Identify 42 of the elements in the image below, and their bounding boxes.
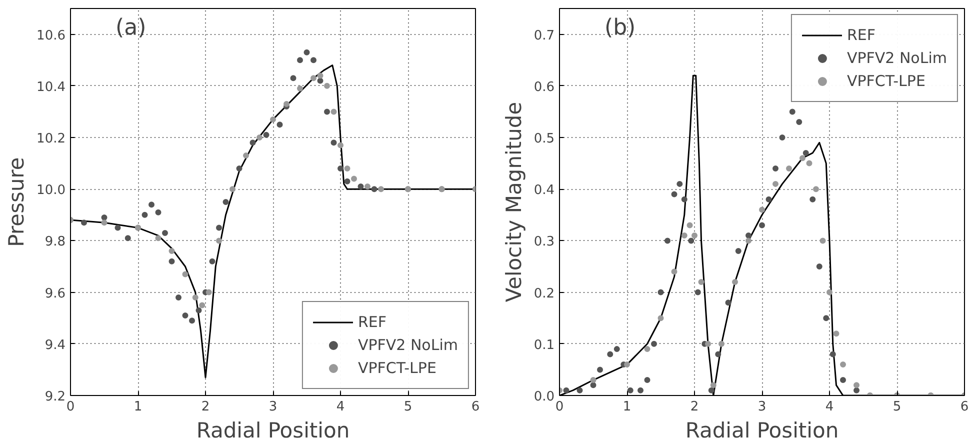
x-tick-label: 6 <box>960 400 969 414</box>
y-tick-label: 0.5 <box>534 132 555 146</box>
legend-label: VPFCT-LPE <box>358 359 436 377</box>
y-tick-label: 0.1 <box>534 338 555 353</box>
y-tick-label: 9.4 <box>44 338 66 353</box>
y-axis-title: Velocity Magnitude <box>502 102 526 302</box>
y-axis-title: Pressure <box>4 157 29 247</box>
x-tick-label: 4 <box>336 400 345 414</box>
y-tick-label: 0.0 <box>534 390 555 404</box>
legend-label: VPFV2 NoLim <box>358 336 458 354</box>
x-tick-label: 1 <box>622 400 632 414</box>
x-tick-label: 0 <box>66 400 75 414</box>
x-tick-label: 3 <box>268 400 278 414</box>
y-tick-label: 10.2 <box>36 132 66 146</box>
y-tick-label: 0.3 <box>534 234 555 250</box>
x-tick-label: 1 <box>134 400 142 414</box>
x-tick-label: 6 <box>471 400 480 414</box>
y-tick-label: 10.0 <box>36 183 66 198</box>
legend-label: VPFCT-LPE <box>846 72 926 90</box>
x-tick-label: 5 <box>892 400 902 414</box>
x-axis-title: Radial Position <box>685 418 839 442</box>
x-tick-label: 5 <box>404 400 412 414</box>
y-tick-label: 0.6 <box>534 80 555 95</box>
y-tick-label: 0.4 <box>534 183 555 198</box>
y-tick-label: 9.8 <box>44 234 66 250</box>
y-tick-label: 10.4 <box>36 80 66 95</box>
x-tick-label: 3 <box>758 400 766 414</box>
y-tick-label: 0.2 <box>534 286 555 302</box>
x-tick-label: 0 <box>555 400 564 414</box>
legend-label: REF <box>358 313 386 331</box>
legend-label: VPFV2 NoLim <box>846 49 947 67</box>
y-tick-label: 0.7 <box>534 28 555 44</box>
x-tick-label: 2 <box>201 400 210 414</box>
x-tick-label: 4 <box>825 400 834 414</box>
legend-label: REF <box>846 26 876 44</box>
x-tick-label: 2 <box>690 400 699 414</box>
y-tick-label: 9.2 <box>44 390 66 404</box>
y-tick-label: 9.6 <box>44 286 66 302</box>
x-axis-title: Radial Position <box>196 418 350 442</box>
annotation: (b) <box>604 16 636 40</box>
y-tick-label: 10.6 <box>36 28 66 44</box>
annotation: (a) <box>116 16 146 40</box>
